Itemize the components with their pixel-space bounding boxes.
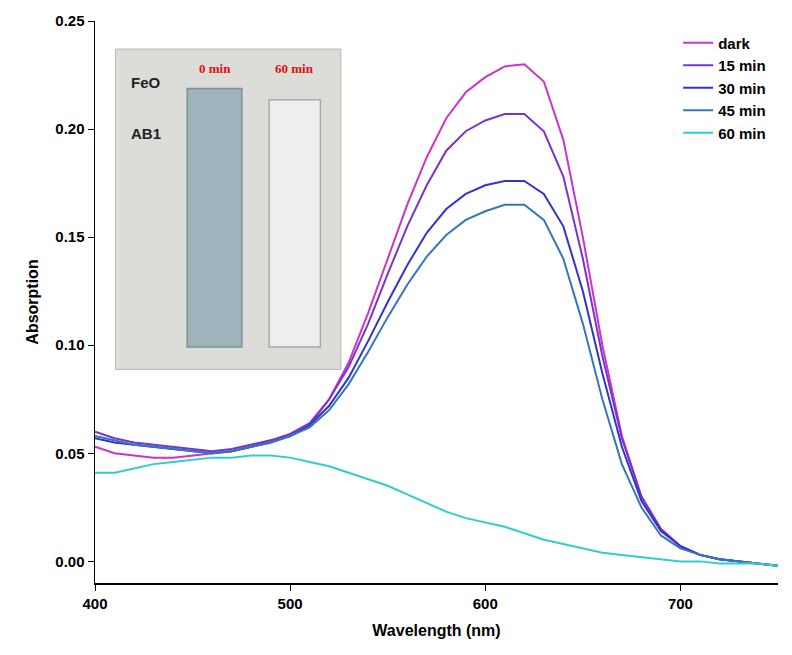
svg-text:FeO: FeO xyxy=(131,74,161,91)
svg-text:dark: dark xyxy=(718,35,750,52)
svg-text:60 min: 60 min xyxy=(275,61,314,76)
svg-text:400: 400 xyxy=(82,595,107,612)
svg-text:0 min: 0 min xyxy=(199,61,231,76)
svg-text:0.00: 0.00 xyxy=(55,553,84,570)
svg-text:Wavelength (nm): Wavelength (nm) xyxy=(372,622,500,639)
svg-text:0.10: 0.10 xyxy=(55,336,84,353)
svg-text:AB1: AB1 xyxy=(131,125,161,142)
svg-text:15 min: 15 min xyxy=(718,57,766,74)
svg-text:600: 600 xyxy=(473,595,498,612)
svg-text:0.15: 0.15 xyxy=(55,228,84,245)
svg-text:700: 700 xyxy=(668,595,693,612)
svg-text:0.05: 0.05 xyxy=(55,445,84,462)
svg-text:45 min: 45 min xyxy=(718,102,766,119)
svg-text:60 min: 60 min xyxy=(718,125,766,142)
svg-text:500: 500 xyxy=(278,595,303,612)
svg-text:Absorption: Absorption xyxy=(24,259,41,344)
svg-text:0.20: 0.20 xyxy=(55,120,84,137)
svg-text:30 min: 30 min xyxy=(718,80,766,97)
svg-text:0.25: 0.25 xyxy=(55,12,84,29)
